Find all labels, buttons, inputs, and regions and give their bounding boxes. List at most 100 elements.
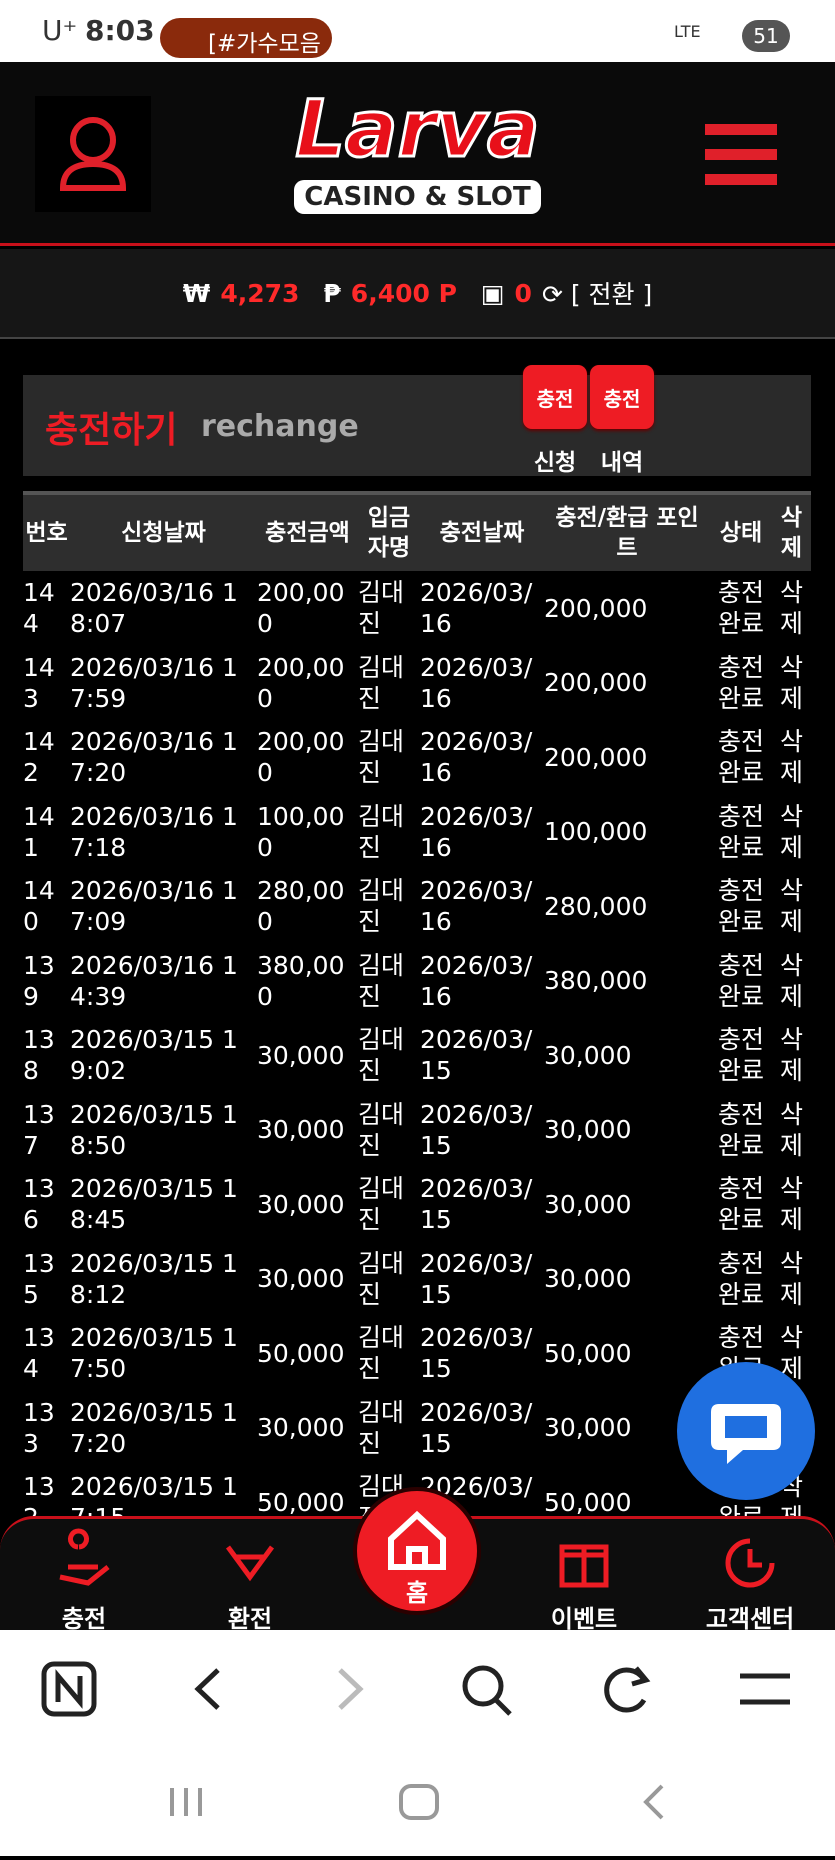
header-row: 번호 신청날짜 충전금액 입금자명 충전날짜 충전/환급 포인트 상태 삭제 xyxy=(23,495,811,571)
column-header: 신청날짜 xyxy=(70,495,257,571)
table-cell: 충전완료 xyxy=(717,727,764,788)
table-cell[interactable]: 삭제 xyxy=(779,1248,803,1309)
table-cell: 김대진 xyxy=(358,578,405,639)
table-row: 141 2026/03/16 17:18 100,000 김대진 2026/03/16 1… xyxy=(23,795,811,870)
table-cell: 2026/03/15 xyxy=(420,1323,533,1384)
point-symbol: ₱ xyxy=(323,278,341,308)
browser-icons xyxy=(41,1661,790,1717)
table-cell: 2026/03/16 18:07 xyxy=(70,578,238,639)
table-cell[interactable]: 삭제 xyxy=(779,578,803,639)
user-button[interactable] xyxy=(35,96,151,212)
table-cell: 2026/03/16 xyxy=(420,801,533,862)
table-cell: 2026/03/16 17:09 xyxy=(70,876,238,937)
table-cell[interactable]: 삭제 xyxy=(779,801,803,862)
section-button[interactable]: 충전 xyxy=(590,365,654,429)
table-cell[interactable]: 삭제 xyxy=(779,727,803,788)
table-cell: 30,000 xyxy=(544,1115,632,1145)
convert-button[interactable]: ⟳ [ 전환 ] xyxy=(541,280,653,309)
table-cell: 2026/03/15 17:15 xyxy=(70,1472,238,1516)
table-cell: 김대진 xyxy=(358,1025,405,1086)
table-cell: 2026/03/15 17:20 xyxy=(70,1397,238,1458)
android-icons xyxy=(170,1784,664,1820)
nav-item[interactable]: 고객센터 xyxy=(680,1519,820,1634)
menu-button[interactable] xyxy=(705,122,777,188)
table-cell: 137 xyxy=(23,1099,55,1160)
browser-toolbar xyxy=(0,1630,835,1742)
table-cell: 2026/03/16 14:39 xyxy=(70,950,238,1011)
table-cell: 138 xyxy=(23,1025,55,1086)
table-cell: 30,000 xyxy=(257,1264,345,1294)
table-cell: 2026/03/16 17:59 xyxy=(70,652,238,713)
notification: [#가수모음 xyxy=(160,18,332,58)
nav-label: 고객센터 xyxy=(705,1605,795,1633)
status-bar: U⁺ 8:03 [#가수모음 LTE 51 xyxy=(0,0,835,62)
nav-icon xyxy=(225,1545,275,1582)
chat-icon xyxy=(711,1404,781,1464)
table-cell[interactable]: 삭제 xyxy=(779,1025,803,1086)
table-cell: 김대진 xyxy=(358,1248,405,1309)
table-cell: 50,000 xyxy=(257,1487,345,1516)
table-cell: 144 xyxy=(23,578,55,639)
nav-label: 충전 xyxy=(61,1605,107,1633)
table-cell: 30,000 xyxy=(544,1189,632,1219)
chip-icon: ▣ xyxy=(480,278,505,308)
table-cell: 280,000 xyxy=(544,891,648,921)
table-cell: 200,000 xyxy=(544,593,648,623)
table-cell: 2026/03/15 17:50 xyxy=(70,1323,238,1384)
nav-item[interactable]: 이벤트 xyxy=(514,1519,654,1634)
table-cell: 200,000 xyxy=(257,578,345,639)
table-cell: 50,000 xyxy=(544,1487,632,1516)
table: 번호 신청날짜 충전금액 입금자명 충전날짜 충전/환급 포인트 상태 삭제 144 2026/0… xyxy=(23,495,811,1516)
table-cell: 133 xyxy=(23,1397,55,1458)
nav-icon xyxy=(59,1528,110,1586)
table-cell: 김대진 xyxy=(358,950,405,1011)
table-cell[interactable]: 삭제 xyxy=(779,1099,803,1160)
table-cell: 김대진 xyxy=(358,727,405,788)
table-cell: 140 xyxy=(23,876,55,937)
table-cell: 충전완료 xyxy=(717,1099,764,1160)
column-header: 입금자명 xyxy=(358,495,420,571)
table-cell: 200,000 xyxy=(544,668,648,698)
table-cell: 50,000 xyxy=(544,1338,632,1368)
convert-label: [ 전환 ] xyxy=(570,280,653,309)
table-cell: 김대진 xyxy=(358,1397,405,1458)
table-cell: 2026/03/15 xyxy=(420,1099,533,1160)
table-cell[interactable]: 삭제 xyxy=(779,876,803,937)
section-button[interactable]: 충전 xyxy=(523,365,587,429)
table-cell: 30,000 xyxy=(544,1264,632,1294)
logo[interactable]: Larva CASINO & SLOT xyxy=(290,80,545,214)
table-row: 135 2026/03/15 18:12 30,000 김대진 2026/03/15 30… xyxy=(23,1242,811,1317)
table-cell[interactable]: 삭제 xyxy=(779,652,803,713)
table-cell: 충전완료 xyxy=(717,1025,764,1086)
table-cell: 충전완료 xyxy=(717,1174,764,1235)
table-row: 143 2026/03/16 17:59 200,000 김대진 2026/03/16 2… xyxy=(23,646,811,721)
table-cell: 충전완료 xyxy=(717,950,764,1011)
chip-amount: 0 xyxy=(514,278,532,308)
android-nav xyxy=(0,1742,835,1856)
table-cell: 김대진 xyxy=(358,1099,405,1160)
nav-item[interactable]: 충전 xyxy=(14,1519,154,1634)
table-cell: 139 xyxy=(23,950,55,1011)
time: 8:03 xyxy=(85,14,155,47)
table-cell: 2026/03/15 18:45 xyxy=(70,1174,238,1235)
table-cell: 2026/03/15 19:02 xyxy=(70,1025,238,1086)
table-cell: 2026/03/15 18:50 xyxy=(70,1099,238,1160)
table-row: 137 2026/03/15 18:50 30,000 김대진 2026/03/15 30… xyxy=(23,1093,811,1168)
table-cell: 100,000 xyxy=(257,801,345,862)
table-cell: 2026/03/15 xyxy=(420,1025,533,1086)
table-cell[interactable]: 삭제 xyxy=(779,1174,803,1235)
site-header: Larva CASINO & SLOT xyxy=(0,62,835,246)
table-row: 142 2026/03/16 17:20 200,000 김대진 2026/03/16 2… xyxy=(23,720,811,795)
network: LTE xyxy=(674,22,701,41)
column-header: 충전/환급 포인트 xyxy=(544,495,710,571)
table-cell: 2026/03/16 xyxy=(420,578,533,639)
table-cell[interactable]: 삭제 xyxy=(779,950,803,1011)
home-button[interactable]: 홈 xyxy=(353,1487,481,1615)
point-amount: 6,400 P xyxy=(350,278,457,308)
chat-button[interactable] xyxy=(677,1362,815,1500)
section-subtitle: rechange xyxy=(201,409,359,444)
nav-item[interactable]: 환전 xyxy=(180,1519,320,1634)
table-cell: 2026/03/16 17:18 xyxy=(70,801,238,862)
column-header: 삭제 xyxy=(772,495,811,571)
